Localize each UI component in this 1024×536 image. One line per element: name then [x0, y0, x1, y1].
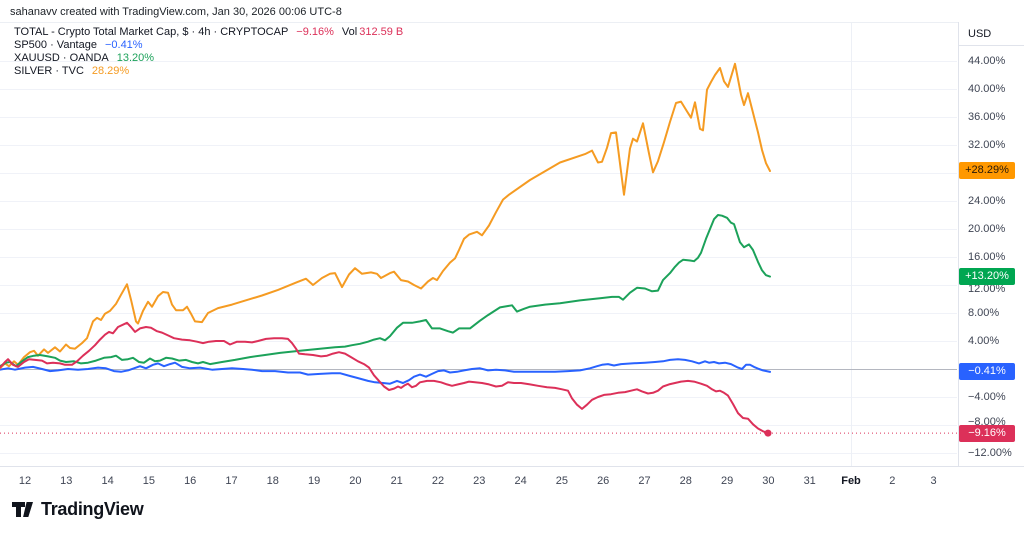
time-label-2: 2: [889, 475, 896, 487]
sp500-price-badge: −0.41%: [959, 363, 1015, 381]
legend-row-silver[interactable]: SILVER · TVC 28.29%: [14, 65, 403, 78]
price-scale-tick: −12.00%: [968, 446, 1012, 459]
time-label-15: 15: [142, 475, 156, 487]
price-scale-tick: 44.00%: [968, 54, 1006, 67]
attribution-text: sahanavv created with TradingView.com, J…: [10, 6, 342, 18]
price-scale-tick: −4.00%: [968, 390, 1006, 403]
time-label-29: 29: [720, 475, 734, 487]
legend-volume-value: 312.59 B: [359, 26, 404, 38]
time-label-23: 23: [473, 475, 486, 487]
time-label-3: 3: [930, 475, 937, 487]
price-scale-tick: 4.00%: [968, 334, 1000, 347]
price-scale-tick: 36.00%: [968, 110, 1006, 123]
price-scale-tick: −8.00%: [968, 415, 1006, 428]
time-label-27: 27: [638, 475, 651, 487]
legend-change-value: 28.29%: [91, 65, 130, 77]
time-label-24: 24: [514, 475, 527, 487]
tradingview-logo-icon: [12, 502, 33, 517]
price-scale-tick: 8.00%: [968, 306, 1000, 319]
time-label-28: 28: [679, 475, 692, 487]
time-label-26: 26: [597, 475, 610, 487]
series-line-sp500[interactable]: [0, 358, 771, 385]
gold-price-badge: +13.20%: [959, 268, 1015, 286]
legend-row-xauusd[interactable]: XAUUSD · OANDA 13.20%: [14, 52, 403, 65]
series-end-dot: [764, 429, 772, 437]
tradingview-logo-text: TradingView: [41, 499, 144, 519]
silver-price-badge: +28.29%: [959, 162, 1015, 180]
legend-change-value: −0.41%: [104, 39, 143, 51]
time-label-14: 14: [101, 475, 114, 487]
price-scale-tick: 24.00%: [968, 194, 1006, 207]
time-label-13: 13: [60, 475, 73, 487]
time-label-30: 30: [762, 475, 775, 487]
time-label-12: 12: [18, 475, 32, 487]
series-line-silver[interactable]: [0, 62, 771, 370]
time-label-22: 22: [431, 475, 445, 487]
time-label-18: 18: [266, 475, 279, 487]
legend-row-total[interactable]: TOTAL - Crypto Total Market Cap, $ · 4h …: [14, 26, 403, 39]
time-label-20: 20: [349, 475, 362, 487]
time-label-31: 31: [803, 475, 816, 487]
legend-symbol-text: SILVER · TVC: [14, 65, 84, 77]
price-scale-tick: 40.00%: [968, 82, 1006, 95]
time-label-17: 17: [225, 475, 238, 487]
price-scale-tick: 16.00%: [968, 250, 1006, 263]
series-line-xauusd[interactable]: [0, 214, 771, 368]
header-divider: [0, 22, 1024, 23]
legend: TOTAL - Crypto Total Market Cap, $ · 4h …: [14, 26, 403, 78]
time-axis[interactable]: 12 13 14 15 16 17 18 19 20 21 22 23 24 25 26 27 28 29 30 31…: [0, 466, 1024, 536]
price-scale-tick: 12.00%: [968, 282, 1006, 295]
legend-volume-label: Vol: [341, 26, 358, 38]
series-line-total[interactable]: [0, 321, 769, 435]
time-label-25: 25: [555, 475, 569, 487]
price-scale-currency: USD: [959, 22, 1024, 46]
total-price-badge: −9.16%: [959, 424, 1015, 442]
legend-row-sp500[interactable]: SP500 · Vantage −0.41%: [14, 39, 403, 52]
price-scale-tick: 32.00%: [968, 138, 1006, 151]
legend-symbol-text: SP500 · Vantage: [14, 39, 97, 51]
legend-symbol-text: XAUUSD · OANDA: [14, 52, 109, 64]
tradingview-logo[interactable]: TradingView: [12, 499, 144, 520]
legend-symbol-text: TOTAL - Crypto Total Market Cap, $ · 4h …: [14, 26, 289, 38]
legend-change-value: −9.16%: [296, 26, 334, 38]
time-label-16: 16: [184, 475, 197, 487]
time-label-21: 21: [390, 475, 403, 487]
price-scale[interactable]: USD 44.00% 40.00% 36.00% 32.00% 24.00% 20.00%…: [958, 22, 1024, 466]
legend-change-value: 13.20%: [116, 52, 155, 64]
price-scale-tick: 20.00%: [968, 222, 1006, 235]
time-label-feb: Feb: [841, 475, 861, 487]
time-label-19: 19: [307, 475, 321, 487]
